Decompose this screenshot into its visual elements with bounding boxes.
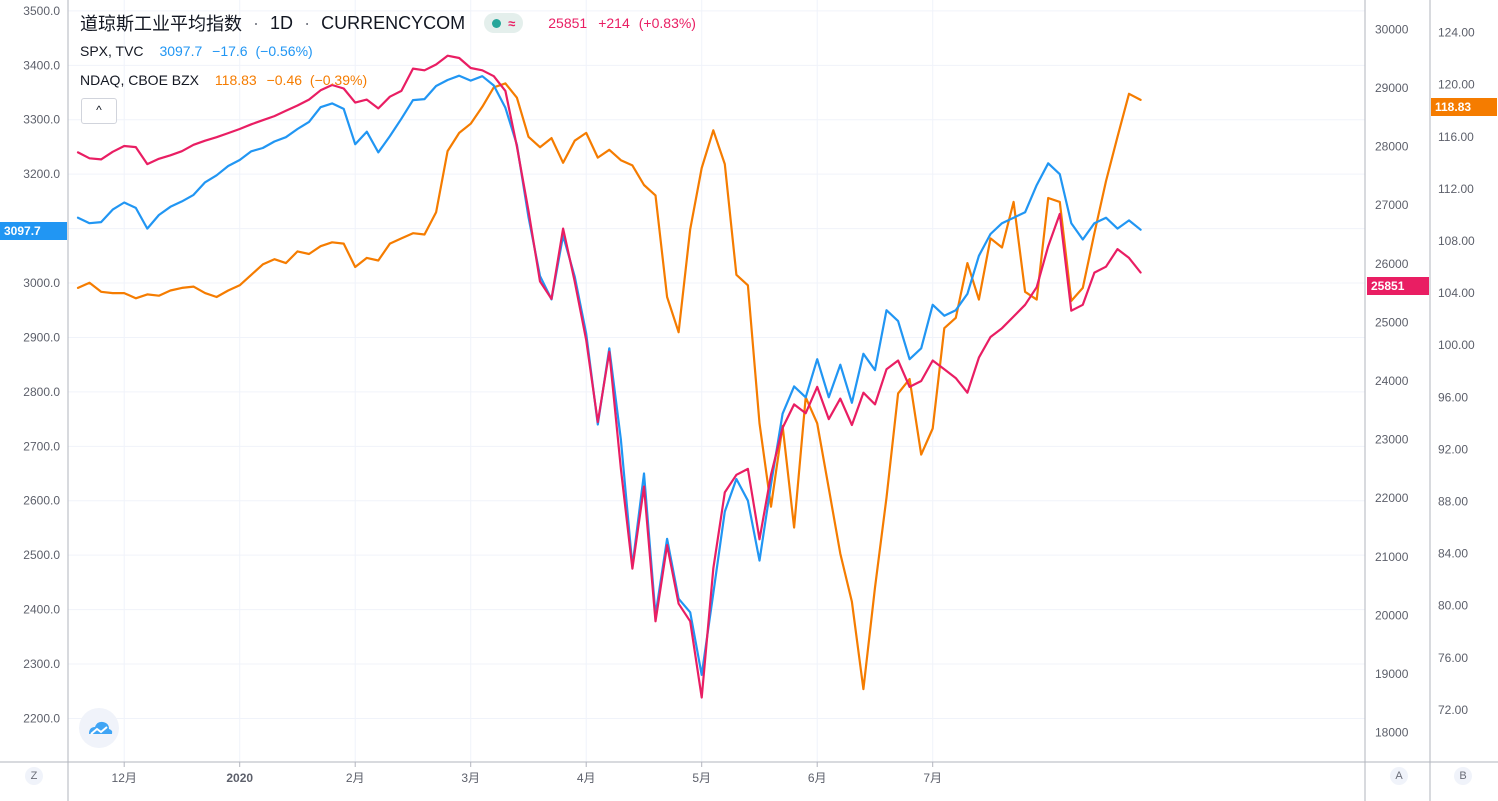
left-axis-tick-label: 3000.0 (23, 276, 60, 290)
spx-name: SPX, TVC (80, 43, 144, 60)
right-axis-2-tick-label: 124.00 (1438, 26, 1475, 40)
main-last-value: 25851 (548, 15, 588, 31)
right-axis-1-tick-label: 30000 (1375, 22, 1409, 36)
left-axis-tick-label: 2500.0 (23, 548, 60, 562)
right-axis-2-tick-label: 92.00 (1438, 442, 1468, 456)
right-axis-2-tick-label: 108.00 (1438, 234, 1475, 248)
auto-scale-button[interactable]: A (1390, 767, 1408, 785)
left-axis-tick-label: 3500.0 (23, 4, 60, 18)
x-axis-tick-label: 3月 (461, 771, 480, 785)
left-axis-tick-label: 2900.0 (23, 330, 60, 344)
x-axis-tick-label: 2020 (226, 771, 253, 785)
left-axis-tick-label: 2400.0 (23, 603, 60, 617)
main-legend: 道琼斯工业平均指数 · 1D · CURRENCYCOM ≈ 25851 +21… (80, 10, 696, 36)
right-axis-2-tick-label: 104.00 (1438, 286, 1475, 300)
main-change: +214 (598, 15, 630, 31)
ndaq-name: NDAQ, CBOE BZX (80, 72, 200, 89)
x-axis-tick-label: 6月 (808, 771, 827, 785)
tradingview-cloud-logo-icon[interactable] (79, 708, 119, 748)
left-axis-tick-label: 3200.0 (23, 167, 60, 181)
right-axis-2-tick-label: 88.00 (1438, 494, 1468, 508)
x-axis-tick-label: 2月 (346, 771, 365, 785)
series-line (76, 54, 1142, 699)
legend-sep: · (304, 12, 311, 33)
main-source: CURRENCYCOM (321, 12, 466, 33)
right-axis-1-tick-label: 26000 (1375, 257, 1409, 271)
spx-legend[interactable]: SPX, TVC 3097.7 −17.6 (−0.56%) (80, 42, 313, 59)
right-axis-2-tick-label: 120.00 (1438, 78, 1475, 92)
chevron-up-icon: ^ (96, 103, 102, 117)
main-interval[interactable]: 1D (270, 12, 294, 33)
x-axis-tick-label: 4月 (577, 771, 596, 785)
x-axis-tick-label: 12月 (112, 771, 137, 785)
left-axis-tick-label: 3400.0 (23, 58, 60, 72)
right-axis-1-tick-label: 29000 (1375, 81, 1409, 95)
left-axis-tick-label: 3300.0 (23, 113, 60, 127)
log-scale-button[interactable]: B (1454, 767, 1472, 785)
right-axis-2-tick-label: 84.00 (1438, 547, 1468, 561)
series-line (76, 82, 1142, 691)
right-axis-1-tick-label: 27000 (1375, 198, 1409, 212)
dji-price-label: 25851 (1367, 277, 1429, 295)
right-axis-2-tick-label: 112.00 (1438, 182, 1474, 196)
left-axis-tick-label: 2300.0 (23, 657, 60, 671)
grid (68, 0, 1365, 762)
right-axis-2-tick-label: 96.00 (1438, 390, 1468, 404)
main-change-pct: (+0.83%) (638, 15, 696, 31)
live-status-pill[interactable]: ≈ (484, 13, 524, 33)
right-axis-1-tick-label: 19000 (1375, 667, 1409, 681)
right-axis-1-tick-label: 23000 (1375, 433, 1409, 447)
main-title: 道琼斯工业平均指数 (80, 14, 242, 34)
right-axis-1-tick-label: 21000 (1375, 550, 1409, 564)
right-axis-2-tick-label: 100.00 (1438, 338, 1475, 352)
right-axis-1-tick-label: 22000 (1375, 491, 1409, 505)
right-axis-1-tick-label: 20000 (1375, 608, 1409, 622)
realtime-wave-icon: ≈ (508, 15, 516, 31)
ndaq-last-value: 118.83 (214, 72, 257, 89)
left-axis-tick-label: 2200.0 (23, 711, 60, 725)
right-axis-2-tick-label: 76.00 (1438, 651, 1468, 665)
x-axis-tick-label: 5月 (692, 771, 711, 785)
market-open-dot-icon (492, 19, 502, 29)
right-axis-2-tick-label: 72.00 (1438, 703, 1468, 717)
series-line (76, 74, 1142, 677)
collapse-legend-button[interactable]: ^ (81, 98, 117, 124)
ndaq-price-label: 118.83 (1431, 98, 1497, 116)
ndaq-change: −0.46 (266, 72, 303, 89)
spx-change: −17.6 (212, 43, 248, 60)
right-axis-2-tick-label: 80.00 (1438, 599, 1468, 613)
legend-sep: · (253, 12, 260, 33)
spx-price-label: 3097.7 (0, 222, 67, 240)
time-axis-reset-button[interactable]: Z (25, 767, 43, 785)
spx-change-pct: (−0.56%) (255, 43, 313, 60)
ndaq-legend[interactable]: NDAQ, CBOE BZX 118.83 −0.46 (−0.39%) (80, 71, 367, 88)
left-axis-tick-label: 2700.0 (23, 439, 60, 453)
right-axis-1-tick-label: 25000 (1375, 315, 1409, 329)
spx-last-value: 3097.7 (159, 43, 203, 60)
ndaq-change-pct: (−0.39%) (309, 72, 368, 89)
right-axis-1-tick-label: 24000 (1375, 374, 1409, 388)
left-axis-tick-label: 2600.0 (23, 494, 60, 508)
right-axis-2-tick-label: 116.00 (1438, 130, 1474, 144)
x-axis-tick-label: 7月 (923, 771, 942, 785)
right-axis-1-tick-label: 28000 (1375, 140, 1409, 154)
left-axis-tick-label: 2800.0 (23, 385, 60, 399)
right-axis-1-tick-label: 18000 (1375, 726, 1409, 740)
series-group (76, 54, 1142, 699)
